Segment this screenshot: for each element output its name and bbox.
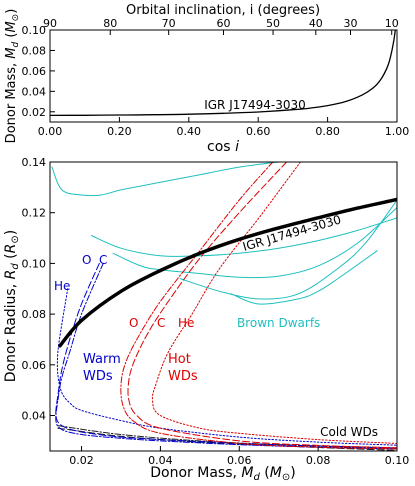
label-warm-he: He (54, 279, 70, 293)
label-hot-wds-1: Hot (168, 352, 191, 367)
top-inclination-tick-label: 90 (43, 17, 57, 30)
curve-hot (127, 162, 397, 449)
top-inclination-tick-label: 50 (266, 17, 280, 30)
top-inclination-tick-label: 80 (103, 17, 117, 30)
top-inclination-tick-label: 40 (309, 17, 323, 30)
curve-warm (56, 288, 397, 446)
bottom-y-tick-label: 0.08 (22, 308, 47, 321)
label-warm-c: C (99, 253, 107, 267)
top-panel-frame (49, 29, 398, 123)
bottom-x-tick-label: 0.02 (69, 454, 94, 467)
curve-igr (58, 197, 397, 348)
label-hot-wds-2: WDs (168, 369, 198, 384)
top-y-tick-label: 0.06 (22, 65, 47, 78)
bottom-y-tick-label: 0.10 (22, 257, 47, 270)
bottom-panel-xlabel: Donor Mass, Md (M⊙) (150, 465, 295, 483)
label-warm-o: O (82, 253, 91, 267)
label-hot-c: C (157, 316, 165, 330)
bottom-panel-ylabel: Donor Radius, Rd (R⊙) (3, 230, 21, 382)
top-y-tick-label: 0.08 (22, 44, 47, 57)
igr-mass-curve (49, 29, 396, 117)
label-cold-wds: Cold WDs (320, 425, 378, 439)
curve-hot (120, 162, 397, 450)
bottom-y-tick-label: 0.12 (22, 207, 47, 220)
bottom-y-tick-label: 0.06 (22, 359, 47, 372)
bottom-y-tick-label: 0.14 (22, 156, 47, 169)
curve-bd (230, 250, 378, 305)
label-hot-o: O (129, 316, 138, 330)
curve-bd (112, 207, 397, 279)
curve-bd (51, 162, 280, 197)
top-y-tick-label: 0.02 (22, 106, 47, 119)
top-panel-ticks: 0.00 0.20 0.40 0.60 0.80 1.00 0.02 0.04 0.06 0.08… (22, 17, 410, 138)
bottom-panel-curves (51, 162, 397, 451)
top-x-tick-label: 0.60 (246, 125, 271, 138)
label-brown-dwarfs: Brown Dwarfs (237, 316, 320, 330)
top-panel: 0.00 0.20 0.40 0.60 0.80 1.00 0.02 0.04 0.06 0.08… (4, 3, 409, 155)
top-inclination-tick-label: 30 (344, 17, 358, 30)
top-x-tick-label: 1.00 (385, 125, 410, 138)
top-x-tick-label: 0.80 (315, 125, 340, 138)
bottom-panel: 0.02 0.04 0.06 0.08 0.10 0.04 0.06 0.08 0.10 0.12… (3, 156, 409, 483)
bottom-x-tick-label: 0.06 (227, 454, 252, 467)
curve-bd (179, 199, 397, 300)
top-y-tick-label: 0.10 (22, 24, 47, 37)
top-x-tick-label: 0.20 (107, 125, 132, 138)
top-x-tick-label: 0.00 (38, 125, 63, 138)
curve-bd (90, 217, 397, 257)
bottom-x-tick-label: 0.08 (306, 454, 331, 467)
bottom-x-tick-label: 0.10 (385, 454, 410, 467)
top-axis-label: Orbital inclination, i (degrees) (126, 3, 320, 18)
top-x-tick-label: 0.40 (177, 125, 202, 138)
top-inclination-tick-label: 70 (162, 17, 176, 30)
bottom-panel-frame (49, 161, 398, 452)
top-panel-annotation: IGR J17494-3030 (204, 98, 306, 112)
curve-warm (55, 262, 397, 450)
bottom-panel-ticks: 0.02 0.04 0.06 0.08 0.10 0.04 0.06 0.08 0.10 0.12… (22, 156, 410, 467)
top-inclination-tick-label: 10 (385, 17, 399, 30)
curve-hot (151, 162, 397, 444)
label-hot-he: He (178, 316, 194, 330)
top-inclination-tick-label: 60 (217, 17, 231, 30)
label-warm-wds-2: WDs (83, 369, 113, 384)
top-panel-ylabel: Donor Mass, Md (M⊙) (4, 9, 21, 144)
top-y-tick-label: 0.04 (22, 85, 47, 98)
top-panel-xlabel: cos i (207, 139, 239, 155)
bottom-x-tick-label: 0.04 (148, 454, 173, 467)
bottom-y-tick-label: 0.04 (22, 410, 47, 423)
label-warm-wds-1: Warm (83, 352, 121, 367)
